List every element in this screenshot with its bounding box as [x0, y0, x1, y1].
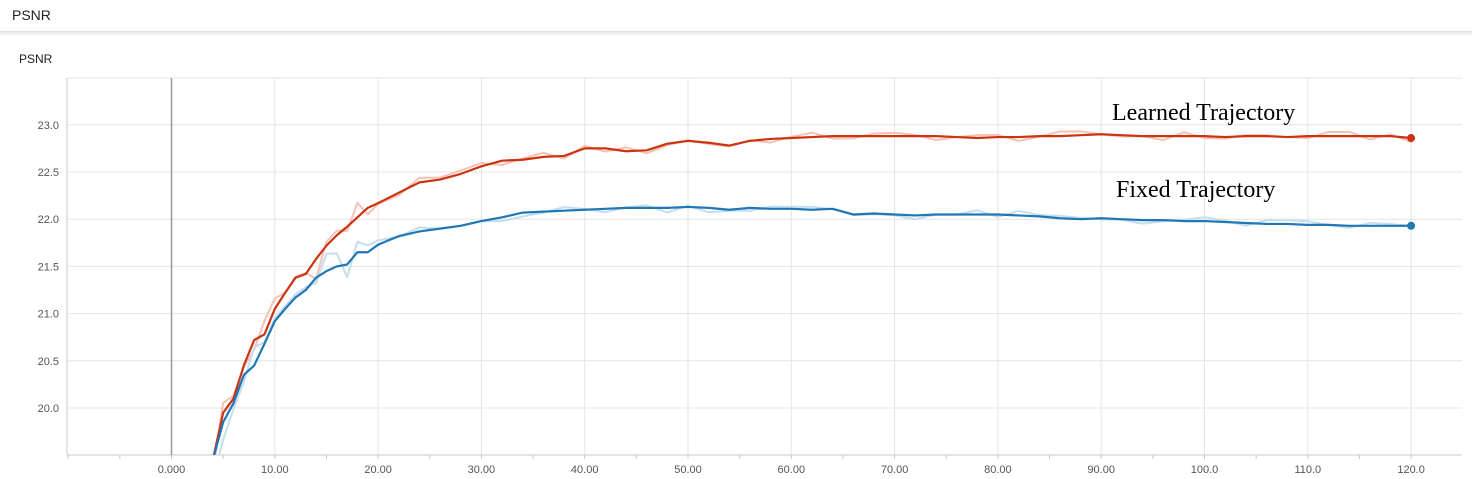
grid [66, 77, 1462, 459]
x-tick-label: 80.00 [984, 464, 1012, 476]
series-lines [212, 130, 1413, 460]
y-tick-label: 23.0 [38, 120, 59, 132]
x-tick-label: 10.00 [261, 464, 289, 476]
x-axis-ticks: 0.000 10.00 20.00 30.00 40.00 50.00 60.00 70.00… [158, 464, 1425, 476]
annotation-learned-trajectory: Learned Trajectory [1112, 100, 1295, 126]
x-tick-label: 20.00 [364, 464, 392, 476]
x-tick-label: 30.00 [468, 464, 496, 476]
run-group-title: PSNR [12, 7, 51, 23]
x-tick-label: 0.000 [158, 464, 186, 476]
chart-title: PSNR [19, 52, 53, 66]
y-tick-label: 22.0 [38, 214, 59, 226]
y-tick-label: 21.5 [38, 261, 59, 273]
y-tick-label: 20.0 [38, 403, 59, 415]
x-tick-label: 50.00 [674, 464, 702, 476]
y-tick-label: 21.0 [38, 309, 59, 321]
x-tick-label: 100.0 [1191, 464, 1219, 476]
series-end-marker[interactable] [1407, 221, 1416, 230]
series-line[interactable] [213, 205, 1413, 460]
x-tick-label: 40.00 [571, 464, 599, 476]
top-bar: PSNR [0, 0, 1472, 32]
series-end-marker[interactable] [1407, 134, 1416, 143]
y-tick-label: 20.5 [38, 356, 59, 368]
x-tick-label: 120.0 [1397, 464, 1425, 476]
y-axis-ticks: 20.0 20.5 21.0 21.5 22.0 22.5 23.0 [38, 120, 59, 415]
annotation-fixed-trajectory: Fixed Trajectory [1116, 177, 1275, 203]
series-raw-line [218, 204, 1413, 455]
y-tick-label: 22.5 [38, 167, 59, 179]
x-tick-label: 70.00 [881, 464, 909, 476]
x-tick-label: 110.0 [1294, 464, 1321, 476]
x-tick-label: 60.00 [778, 464, 806, 476]
x-tick-label: 90.00 [1087, 464, 1115, 476]
series-line[interactable] [212, 133, 1413, 460]
